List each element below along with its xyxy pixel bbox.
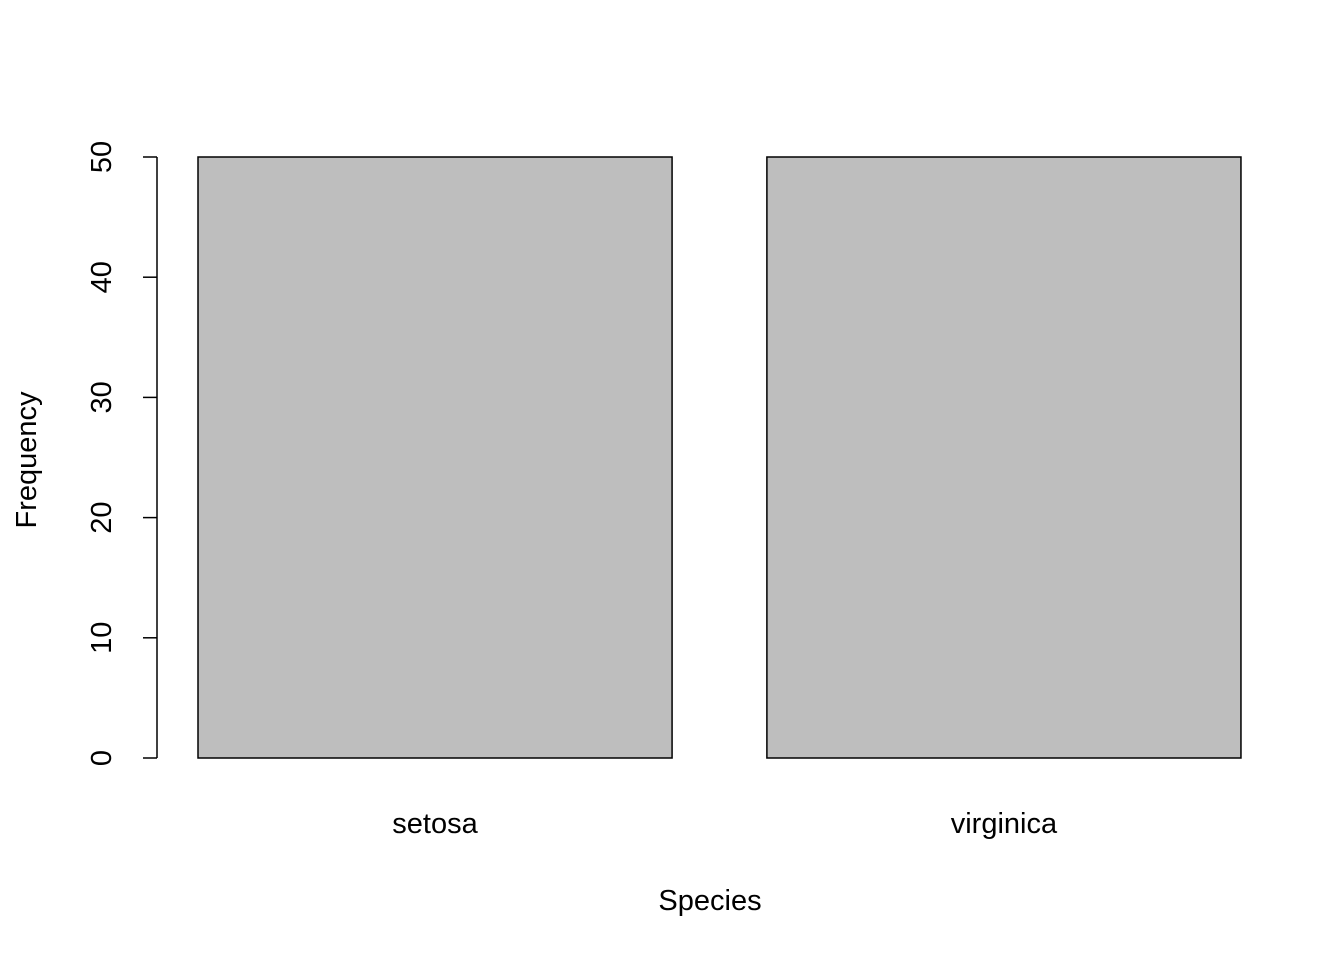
- x-category-labels: setosa virginica: [392, 808, 1058, 840]
- x-label-setosa: setosa: [392, 808, 478, 840]
- y-axis-title: Frequency: [11, 391, 43, 529]
- bar-setosa: [197, 156, 673, 759]
- bar-virginica: [766, 156, 1242, 759]
- y-tick-label: 0: [86, 750, 118, 766]
- bars-group: [197, 156, 1242, 759]
- y-tick-label: 40: [86, 261, 118, 293]
- y-axis: 0 10 20 30 40 50: [86, 141, 158, 766]
- y-tick-label: 50: [86, 141, 118, 173]
- x-axis-title: Species: [658, 885, 761, 917]
- y-tick-label: 10: [86, 622, 118, 654]
- y-tick-label: 30: [86, 381, 118, 413]
- x-label-virginica: virginica: [951, 808, 1058, 840]
- y-tick-label: 20: [86, 501, 118, 533]
